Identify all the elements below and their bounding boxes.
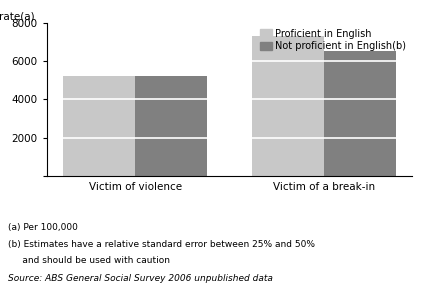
Bar	[63, 76, 135, 176]
Text: Source: ABS General Social Survey 2006 unpublished data: Source: ABS General Social Survey 2006 u…	[8, 274, 273, 283]
Text: (b) Estimates have a relative standard error between 25% and 50%: (b) Estimates have a relative standard e…	[8, 240, 315, 249]
Text: (a) Per 100,000: (a) Per 100,000	[8, 223, 78, 232]
Text: rate(a): rate(a)	[0, 11, 35, 21]
Text: and should be used with caution: and should be used with caution	[8, 256, 170, 265]
Bar	[324, 51, 396, 176]
Legend: Proficient in English, Not proficient in English(b): Proficient in English, Not proficient in…	[259, 28, 408, 52]
Bar	[135, 76, 207, 176]
Bar	[252, 36, 324, 176]
